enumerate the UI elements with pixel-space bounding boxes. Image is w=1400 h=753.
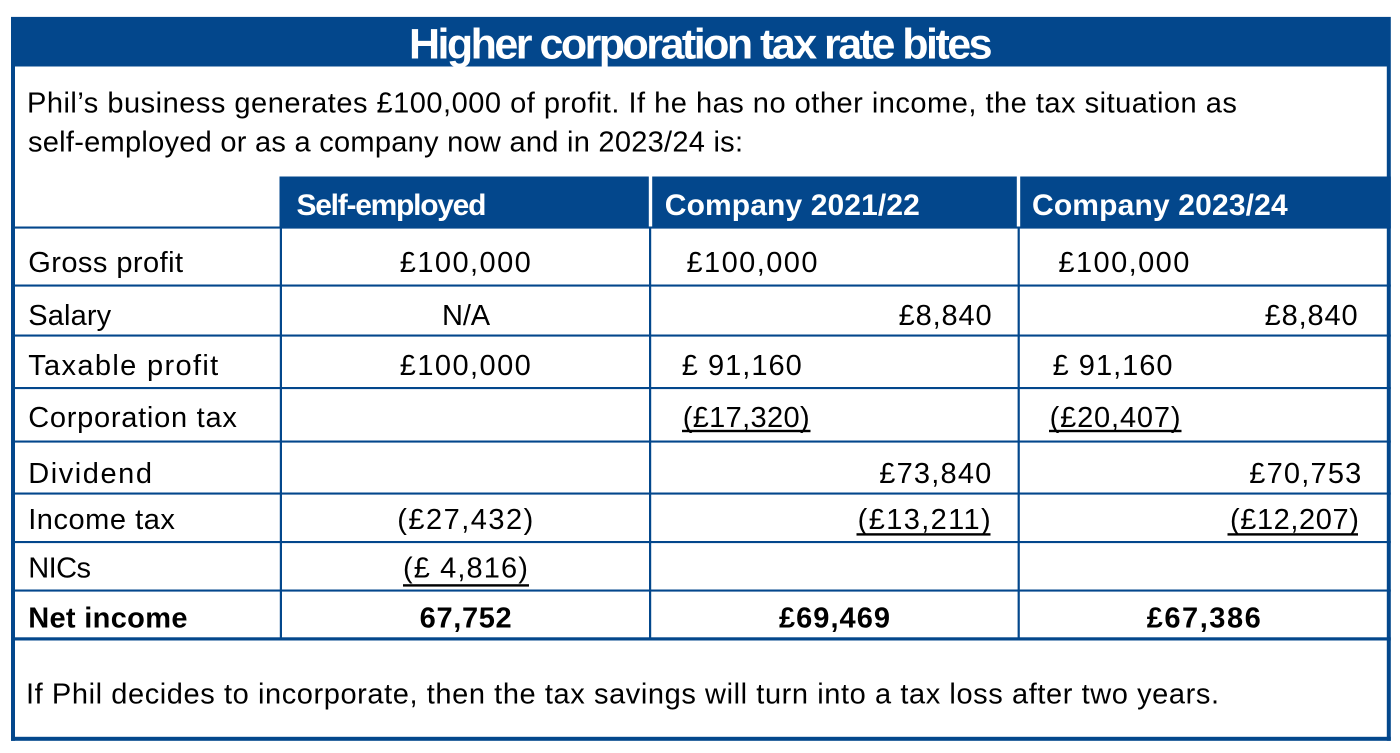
- svg-text:If Phil decides to incorporate: If Phil decides to incorporate, then the…: [26, 679, 1220, 711]
- svg-text:N/A: N/A: [442, 300, 491, 332]
- svg-text:Taxable profit: Taxable profit: [28, 350, 219, 382]
- svg-text:Company 2021/22: Company 2021/22: [665, 189, 920, 222]
- svg-text:£8,840: £8,840: [899, 300, 993, 332]
- svg-text:Corporation tax: Corporation tax: [28, 402, 237, 434]
- svg-text:Higher corporation tax rate bi: Higher corporation tax rate bites: [409, 20, 992, 68]
- svg-text:£8,840: £8,840: [1265, 300, 1359, 332]
- svg-text:Company 2023/24: Company 2023/24: [1032, 189, 1288, 222]
- svg-text:(£27,432): (£27,432): [397, 504, 534, 536]
- svg-text:Phil’s business generates £100: Phil’s business generates £100,000 of pr…: [27, 88, 1237, 120]
- svg-text:£ 91,160: £ 91,160: [1053, 350, 1174, 382]
- svg-text:£67,386: £67,386: [1147, 603, 1263, 635]
- svg-text:Gross profit: Gross profit: [28, 247, 183, 279]
- svg-text:(£20,407): (£20,407): [1050, 402, 1182, 434]
- svg-text:£69,469: £69,469: [779, 603, 891, 635]
- svg-text:Self-employed: Self-employed: [297, 189, 486, 222]
- svg-text:£70,753: £70,753: [1249, 458, 1362, 490]
- svg-text:(£13,211): (£13,211): [858, 504, 992, 536]
- svg-text:£ 91,160: £ 91,160: [682, 350, 803, 382]
- svg-text:£100,000: £100,000: [1058, 247, 1190, 279]
- svg-text:£100,000: £100,000: [400, 350, 532, 382]
- svg-text:Net income: Net income: [28, 603, 188, 635]
- svg-text:(£12,207): (£12,207): [1230, 504, 1360, 536]
- svg-text:Dividend: Dividend: [28, 458, 153, 490]
- svg-text:self-employed or as a company: self-employed or as a company now and in…: [28, 127, 743, 159]
- svg-text:Income tax: Income tax: [28, 504, 175, 536]
- svg-text:67,752: 67,752: [420, 603, 513, 635]
- svg-text:(£17,320): (£17,320): [683, 402, 810, 434]
- svg-text:NICs: NICs: [28, 552, 90, 584]
- svg-text:Salary: Salary: [28, 300, 111, 332]
- svg-text:£73,840: £73,840: [879, 458, 992, 490]
- svg-text:£100,000: £100,000: [687, 247, 819, 279]
- svg-text:£100,000: £100,000: [400, 247, 532, 279]
- svg-text:(£ 4,816): (£ 4,816): [403, 552, 529, 584]
